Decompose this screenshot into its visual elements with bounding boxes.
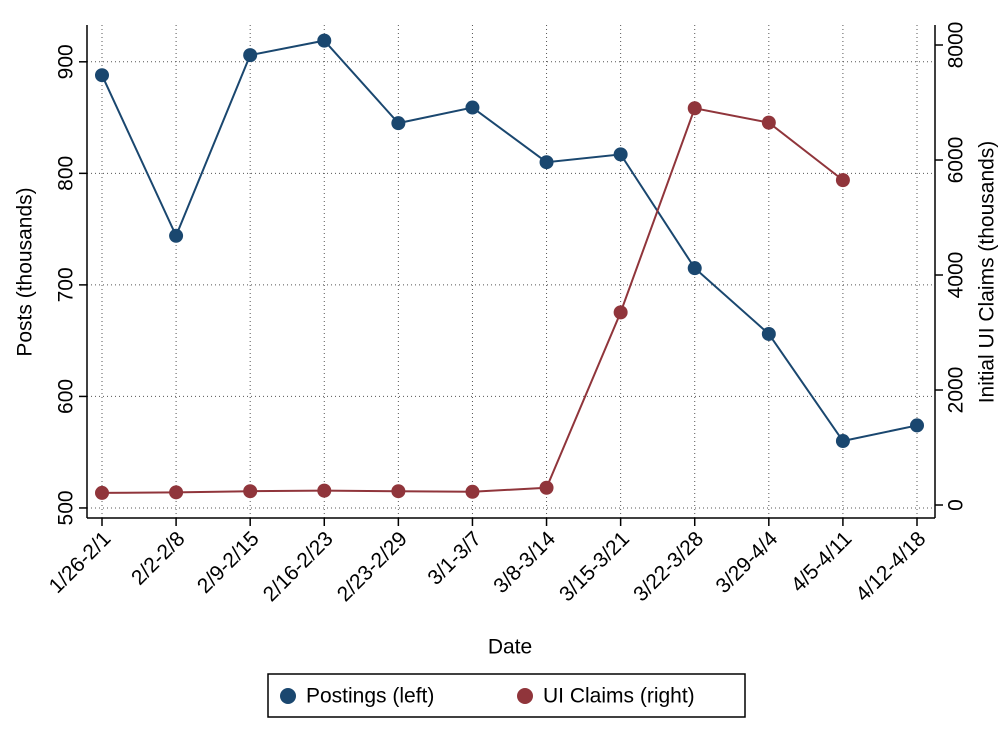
data-point xyxy=(539,480,554,495)
y-tick-label: 500 xyxy=(55,490,78,525)
data-point xyxy=(169,485,184,500)
y2-tick-label: 8000 xyxy=(945,22,968,69)
y2-tick-label: 0 xyxy=(945,499,968,511)
data-point xyxy=(687,101,702,116)
y-tick-label: 600 xyxy=(55,379,78,414)
data-point xyxy=(613,147,628,162)
data-point xyxy=(95,485,109,500)
y-tick-label: 900 xyxy=(55,44,78,79)
data-point xyxy=(243,48,258,63)
data-point xyxy=(910,418,924,433)
legend-marker xyxy=(280,688,296,704)
data-point xyxy=(169,228,184,243)
series-line xyxy=(101,39,918,443)
legend-marker xyxy=(517,688,533,704)
y2-tick-label: 4000 xyxy=(945,252,968,299)
data-point xyxy=(317,483,332,498)
legend-box xyxy=(267,673,746,718)
data-point xyxy=(317,33,332,48)
legend-label: Postings (left) xyxy=(306,685,434,708)
data-point xyxy=(835,173,850,188)
data-point xyxy=(539,155,554,170)
legend-label: UI Claims (right) xyxy=(543,685,695,708)
data-point xyxy=(835,434,850,449)
y2-tick-label: 6000 xyxy=(945,137,968,184)
data-point xyxy=(391,484,406,499)
data-point xyxy=(465,484,480,499)
data-point xyxy=(391,116,406,131)
y2-axis-title: Initial UI Claims (thousands) xyxy=(976,141,999,404)
data-point xyxy=(465,100,480,115)
y-tick-label: 700 xyxy=(55,267,78,302)
x-axis-title: Date xyxy=(488,636,532,659)
y-tick-label: 800 xyxy=(55,156,78,191)
data-point xyxy=(761,115,776,130)
data-point xyxy=(761,326,776,341)
data-point xyxy=(687,261,702,276)
data-point xyxy=(243,484,258,499)
data-point xyxy=(95,68,109,83)
data-point xyxy=(613,305,628,320)
y2-tick-label: 2000 xyxy=(945,367,968,414)
y-axis-title: Posts (thousands) xyxy=(14,187,37,356)
